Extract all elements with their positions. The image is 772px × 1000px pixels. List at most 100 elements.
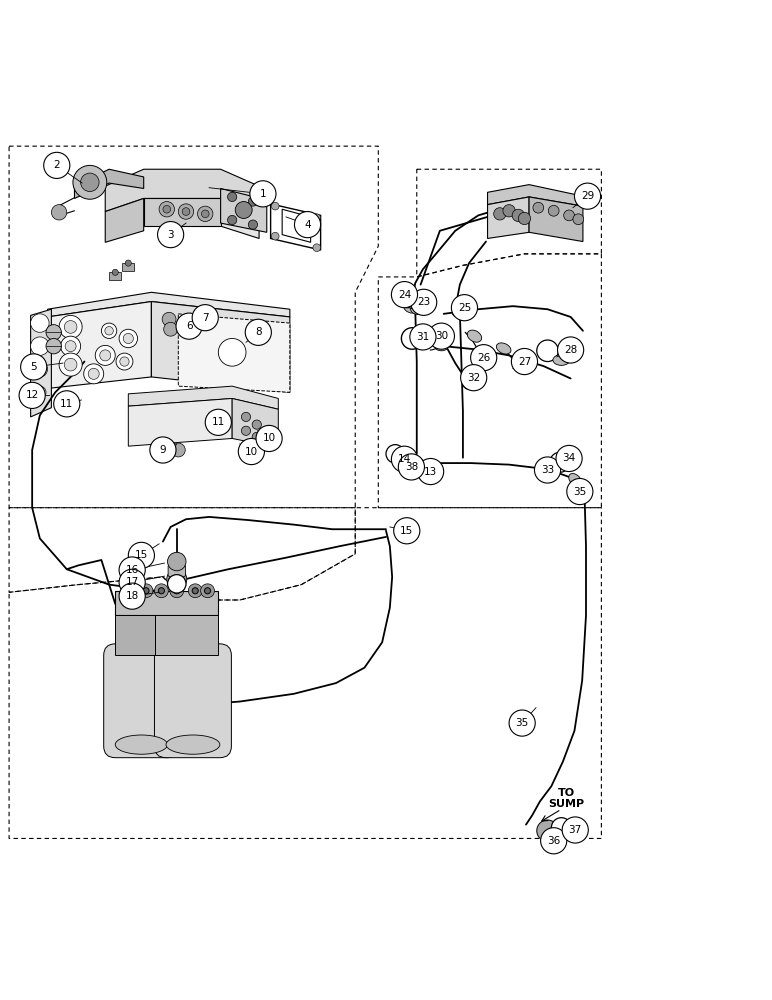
Polygon shape xyxy=(128,398,232,446)
Text: 32: 32 xyxy=(467,373,480,383)
Polygon shape xyxy=(155,615,218,655)
Circle shape xyxy=(127,588,134,594)
Circle shape xyxy=(105,327,113,335)
Circle shape xyxy=(313,244,320,252)
Circle shape xyxy=(503,205,515,217)
Ellipse shape xyxy=(399,454,412,464)
Text: 1: 1 xyxy=(259,189,266,199)
Circle shape xyxy=(201,210,209,218)
Circle shape xyxy=(537,820,558,842)
Circle shape xyxy=(235,202,252,218)
Ellipse shape xyxy=(569,474,582,486)
Circle shape xyxy=(428,323,455,349)
Circle shape xyxy=(188,584,202,598)
Ellipse shape xyxy=(553,355,570,365)
Polygon shape xyxy=(488,197,529,238)
Circle shape xyxy=(176,313,202,339)
Text: 16: 16 xyxy=(126,565,139,575)
Circle shape xyxy=(64,358,77,371)
Circle shape xyxy=(44,152,69,178)
Text: 7: 7 xyxy=(202,313,208,323)
Polygon shape xyxy=(221,198,259,238)
Circle shape xyxy=(95,345,115,365)
Circle shape xyxy=(192,588,198,594)
Circle shape xyxy=(139,584,153,598)
Polygon shape xyxy=(128,386,279,409)
Circle shape xyxy=(252,432,262,442)
Circle shape xyxy=(101,323,117,338)
Ellipse shape xyxy=(537,461,554,472)
Text: 27: 27 xyxy=(518,357,531,367)
Circle shape xyxy=(249,220,258,229)
Circle shape xyxy=(394,518,420,544)
Polygon shape xyxy=(282,209,310,242)
Circle shape xyxy=(398,454,425,480)
Circle shape xyxy=(119,557,145,583)
Text: 38: 38 xyxy=(405,462,418,472)
Circle shape xyxy=(125,260,131,266)
Circle shape xyxy=(157,222,184,248)
Ellipse shape xyxy=(452,306,467,317)
Text: 6: 6 xyxy=(186,321,192,331)
Circle shape xyxy=(239,438,265,465)
Circle shape xyxy=(313,214,320,222)
Circle shape xyxy=(249,197,258,206)
Polygon shape xyxy=(168,561,185,581)
Polygon shape xyxy=(122,263,134,271)
Text: 28: 28 xyxy=(564,345,577,355)
Circle shape xyxy=(272,202,279,210)
Circle shape xyxy=(493,208,506,220)
Ellipse shape xyxy=(435,342,449,351)
Text: TO
SUMP: TO SUMP xyxy=(549,788,585,809)
Text: 11: 11 xyxy=(212,417,225,427)
Circle shape xyxy=(116,353,133,370)
Text: 10: 10 xyxy=(262,433,276,443)
Circle shape xyxy=(534,457,560,483)
Circle shape xyxy=(54,391,80,417)
Circle shape xyxy=(162,312,176,326)
Circle shape xyxy=(405,457,425,477)
Circle shape xyxy=(31,337,49,355)
Ellipse shape xyxy=(411,304,428,315)
Circle shape xyxy=(391,282,418,308)
Circle shape xyxy=(410,324,436,350)
Circle shape xyxy=(564,210,574,221)
Circle shape xyxy=(205,588,211,594)
Circle shape xyxy=(163,205,171,213)
Circle shape xyxy=(46,338,62,354)
Text: 29: 29 xyxy=(581,191,594,201)
Circle shape xyxy=(154,584,168,598)
Circle shape xyxy=(174,588,180,594)
Circle shape xyxy=(61,336,80,356)
Text: 4: 4 xyxy=(304,220,311,230)
Circle shape xyxy=(250,181,276,207)
Text: 37: 37 xyxy=(569,825,582,835)
Circle shape xyxy=(398,289,417,308)
Text: 2: 2 xyxy=(53,160,60,170)
Circle shape xyxy=(228,215,237,225)
Circle shape xyxy=(550,452,570,472)
Text: 25: 25 xyxy=(458,303,471,313)
Text: 31: 31 xyxy=(416,332,429,342)
Circle shape xyxy=(80,173,99,192)
Circle shape xyxy=(21,354,47,380)
Polygon shape xyxy=(529,197,583,242)
Circle shape xyxy=(540,828,567,854)
Circle shape xyxy=(73,165,107,199)
Circle shape xyxy=(170,584,184,598)
Polygon shape xyxy=(232,398,279,448)
Circle shape xyxy=(168,552,186,571)
Text: 5: 5 xyxy=(30,362,37,372)
Circle shape xyxy=(533,202,543,213)
Text: 34: 34 xyxy=(563,453,576,463)
Text: 33: 33 xyxy=(541,465,554,475)
Polygon shape xyxy=(74,169,144,198)
Ellipse shape xyxy=(166,735,220,754)
Text: 18: 18 xyxy=(126,591,139,601)
Polygon shape xyxy=(109,272,121,280)
Circle shape xyxy=(411,289,437,315)
Text: 9: 9 xyxy=(160,445,166,455)
Circle shape xyxy=(167,569,187,589)
Polygon shape xyxy=(48,302,151,388)
Polygon shape xyxy=(115,591,218,615)
